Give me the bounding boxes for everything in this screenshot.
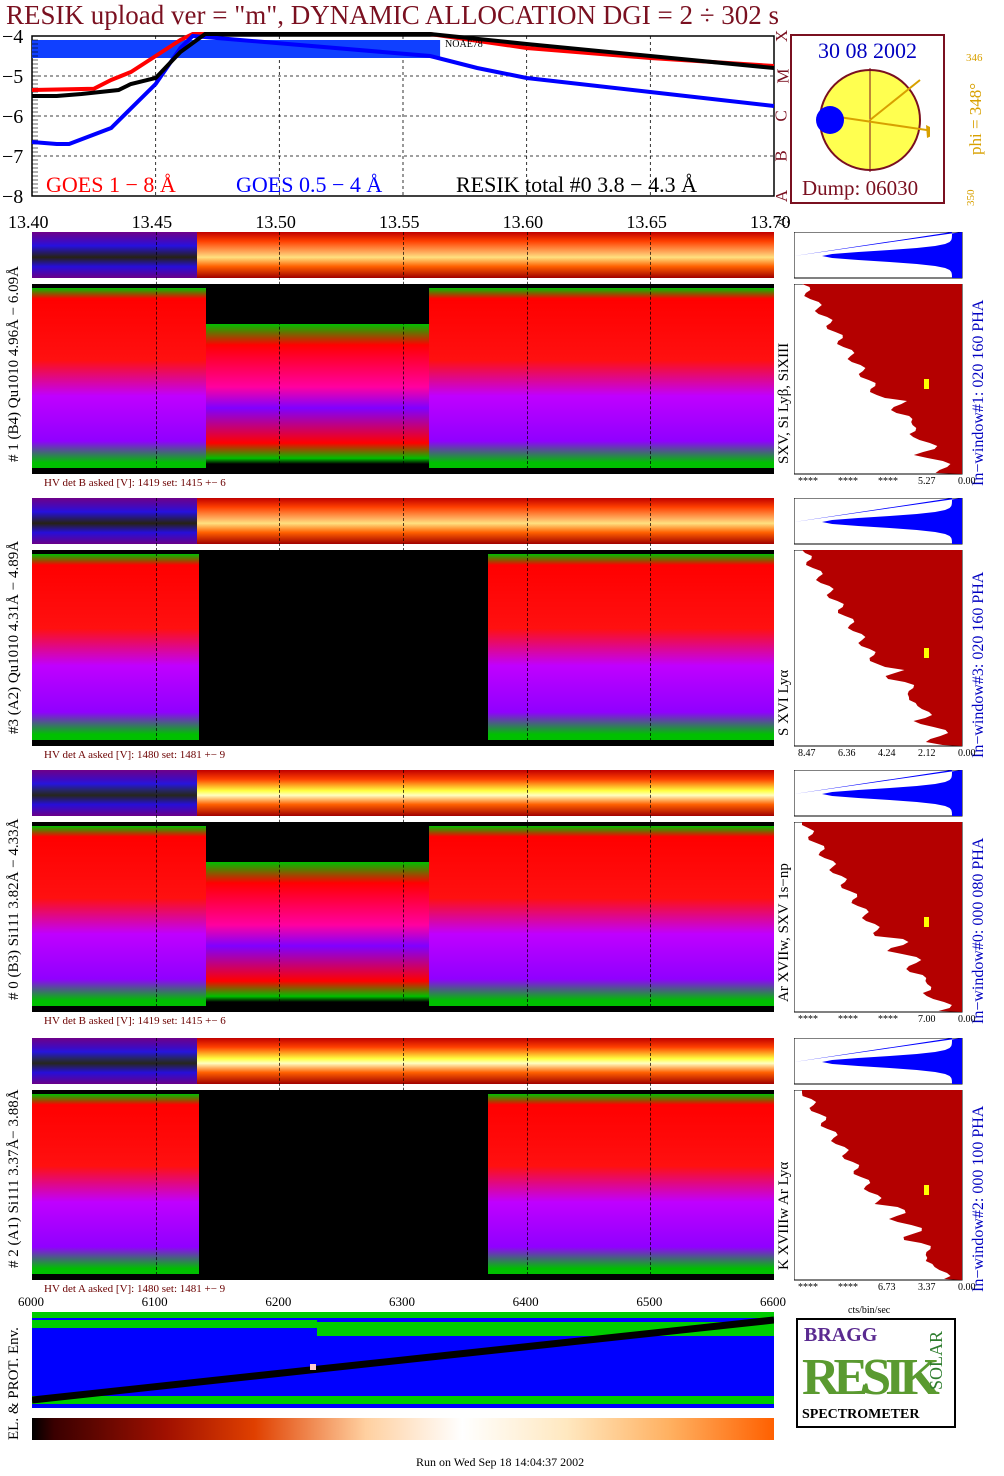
time-index-tick-label: 6300 xyxy=(389,1294,415,1309)
pha-tick-label: 0.00 xyxy=(958,748,976,759)
flare-class-letter: M xyxy=(773,68,793,84)
pha-tick-label: **** xyxy=(798,1282,818,1293)
pha-histogram xyxy=(794,498,963,545)
spectrum-profile xyxy=(794,284,963,475)
spectral-lines-label: K XVIIIw Ar Lyα xyxy=(776,1161,792,1270)
goes-annotation: NOAE78 xyxy=(445,39,483,50)
time-index-tick-label: 6400 xyxy=(513,1294,539,1309)
pha-tick-label: **** xyxy=(798,1014,818,1025)
legend-goes-short: GOES 0.5 − 4 Å xyxy=(236,172,382,197)
x-unit-label: << hour UT xyxy=(776,212,790,232)
spectrum-profile xyxy=(794,822,963,1013)
hv-readout: HV det B asked [V]: 1419 set: 1415 +− 6 xyxy=(32,476,786,490)
logo-solar: SOLAR xyxy=(926,1330,946,1390)
flare-class-letter: B xyxy=(771,150,791,162)
pha-tick-label: 6.73 xyxy=(878,1282,896,1293)
pha-tick-label: 5.27 xyxy=(918,476,936,487)
pha-tick-label: **** xyxy=(878,1014,898,1025)
pha-tick-label: 0.00 xyxy=(958,476,976,487)
x-tick-label: 13.40 xyxy=(8,212,49,232)
hv-readout: HV det A asked [V]: 1480 set: 1481 +− 9 xyxy=(32,1282,786,1296)
legend-goes-long: GOES 1 − 8 Å xyxy=(46,172,176,197)
flare-class-letter: C xyxy=(771,110,791,122)
in-window-label: In−window#1: 020 160 PHA xyxy=(970,299,987,486)
pha-tick-label: 7.00 xyxy=(918,1014,936,1025)
pha-histogram xyxy=(794,232,963,279)
spectral-lines-label: Ar XVIIw, SXV 1s−np xyxy=(776,863,792,1002)
pha-tick-label: 2.12 xyxy=(918,748,936,759)
environment-panel xyxy=(32,1312,774,1408)
channel-title: # 1 (B4) Qu1010 4.96Å − 6.09Å xyxy=(6,266,22,462)
series-line-0 xyxy=(31,32,775,92)
pha-tick-label: 0.00 xyxy=(958,1282,976,1293)
legend-resik: RESIK total #0 3.8 − 4.3 Å xyxy=(456,172,697,197)
y-tick-label: −4 xyxy=(2,30,23,48)
spectrum-profile xyxy=(794,550,963,747)
flare-class-axis: X M C B A xyxy=(771,29,793,206)
phi-small-bottom: 350 xyxy=(965,189,977,207)
spectrum-profile xyxy=(794,1090,963,1281)
series-line-2 xyxy=(32,32,775,98)
pha-tick-label: **** xyxy=(838,476,858,487)
time-index-tick-label: 6200 xyxy=(265,1294,291,1309)
pha-histogram xyxy=(794,770,963,817)
logo-spectrometer: SPECTROMETER xyxy=(802,1407,920,1422)
channel-title: # 2 (A1) Si111 3.37Å− 3.88Å xyxy=(6,1089,22,1268)
time-index-tick-label: 6100 xyxy=(142,1294,168,1309)
pha-tick-label: **** xyxy=(838,1014,858,1025)
y-tick-label: −7 xyxy=(2,146,23,168)
pha-tick-label: 0.00 xyxy=(958,1014,976,1025)
logo-resik: RESIK xyxy=(802,1349,940,1406)
pha-tick-label: 4.24 xyxy=(878,748,896,759)
flare-class-letter: A xyxy=(772,189,792,203)
phi-small-top: 346 xyxy=(966,52,983,64)
color-scale-bar xyxy=(32,1418,774,1440)
x-tick-label: 13.50 xyxy=(255,212,295,232)
saturation-band xyxy=(32,40,441,58)
in-window-label: In−window#0: 000 080 PHA xyxy=(970,837,987,1024)
pha-tick-label: 3.37 xyxy=(918,1282,936,1293)
pha-unit-label: cts/bin/sec xyxy=(848,1305,891,1316)
spectral-lines-label: SXV, Si Lyβ, SiXIII xyxy=(776,342,792,464)
page-title: RESIK upload ver = "m", DYNAMIC ALLOCATI… xyxy=(6,0,780,30)
time-index-axis: 6000 6100 6200 6300 6400 6500 6600 xyxy=(18,1294,786,1309)
pha-histogram xyxy=(794,1038,963,1085)
time-index-tick-label: 6600 xyxy=(760,1294,786,1309)
dump-label: Dump: 06030 xyxy=(802,176,919,200)
sun-panel: 30 08 2002 Dump: 06030 xyxy=(790,34,945,204)
x-tick-label: 13.45 xyxy=(132,212,173,232)
goes-light-curve-chart: NOAE78 −4 −5 −6 −7 −8 13.40 13.45 13.50 13.55 13.6… xyxy=(2,30,790,232)
time-index-tick-label: 6500 xyxy=(636,1294,662,1309)
pha-tick-label: **** xyxy=(878,476,898,487)
time-index-tick-label: 6000 xyxy=(18,1294,44,1309)
pha-tick-label: 8.47 xyxy=(798,748,816,759)
x-tick-label: 13.65 xyxy=(626,212,667,232)
hv-readout: HV det A asked [V]: 1480 set: 1481 +− 9 xyxy=(32,748,786,762)
channel-title: #3 (A2) Qu1010 4.31Å − 4.89Å xyxy=(6,540,22,734)
in-window-label: In−window#2: 000 100 PHA xyxy=(970,1105,987,1292)
series-line-1 xyxy=(31,33,775,146)
y-tick-label: −6 xyxy=(2,106,23,128)
pha-tick-label: **** xyxy=(838,1282,858,1293)
channel-title: # 0 (B3) Si111 3.82Å − 4.33Å xyxy=(6,818,22,1000)
logo-bragg: BRAGG xyxy=(804,1324,878,1346)
sun-disk xyxy=(816,68,930,172)
y-tick-label: −8 xyxy=(2,186,23,208)
footer-run-info: Run on Wed Sep 18 14:04:37 2002 xyxy=(416,1455,585,1469)
environment-label: EL. & PROT. Env. xyxy=(6,1327,22,1440)
x-tick-label: 13.70 xyxy=(750,212,790,232)
in-window-label: In−window#3: 020 160 PHA xyxy=(970,571,987,758)
x-tick-label: 13.55 xyxy=(379,212,420,232)
phi-label: phi = 348° xyxy=(966,82,985,155)
flare-class-letter: X xyxy=(772,29,792,43)
hv-readout: HV det B asked [V]: 1419 set: 1415 +− 6 xyxy=(32,1014,786,1028)
spectral-lines-label: S XVI Lyα xyxy=(776,669,792,736)
pha-tick-label: 6.36 xyxy=(838,748,856,759)
y-tick-label: −5 xyxy=(2,66,23,88)
x-tick-label: 13.60 xyxy=(503,212,543,232)
pha-tick-label: **** xyxy=(798,476,818,487)
resik-logo: BRAGG RESIK SOLAR SPECTROMETER xyxy=(796,1318,956,1428)
observation-date: 30 08 2002 xyxy=(818,38,917,63)
